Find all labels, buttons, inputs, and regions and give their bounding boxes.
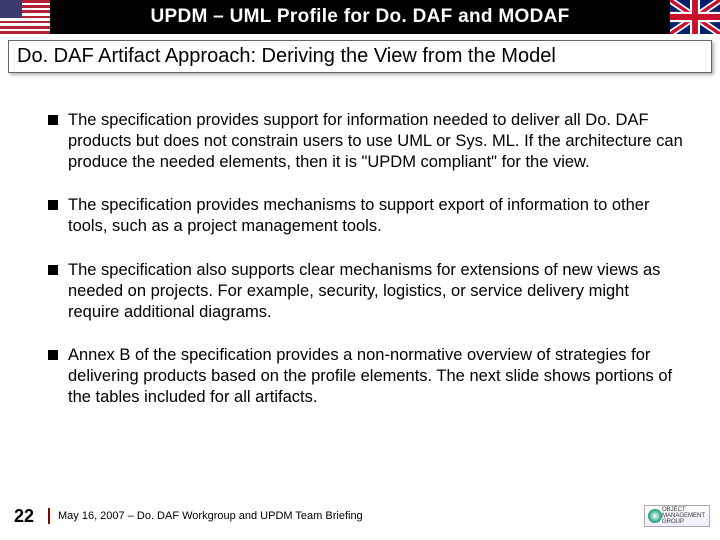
omg-logo-icon: OBJECTMANAGEMENTGROUP xyxy=(644,505,710,527)
bullet-text: The specification also supports clear me… xyxy=(68,260,684,323)
bullet-icon xyxy=(48,200,58,210)
list-item: The specification provides support for i… xyxy=(48,110,684,173)
footer-text: May 16, 2007 – Do. DAF Workgroup and UPD… xyxy=(58,510,644,522)
bullet-text: The specification provides mechanisms to… xyxy=(68,195,684,237)
us-flag-icon xyxy=(0,0,50,34)
bullet-icon xyxy=(48,115,58,125)
bullet-icon xyxy=(48,350,58,360)
header-bar: UPDM – UML Profile for Do. DAF and MODAF xyxy=(0,0,720,34)
list-item: The specification provides mechanisms to… xyxy=(48,195,684,237)
header-title: UPDM – UML Profile for Do. DAF and MODAF xyxy=(50,6,670,28)
bullet-text: The specification provides support for i… xyxy=(68,110,684,173)
slide: UPDM – UML Profile for Do. DAF and MODAF… xyxy=(0,0,720,540)
uk-flag-icon xyxy=(670,0,720,34)
bullet-text: Annex B of the specification provides a … xyxy=(68,345,684,408)
bullet-icon xyxy=(48,265,58,275)
subtitle-text: Do. DAF Artifact Approach: Deriving the … xyxy=(17,45,703,68)
list-item: Annex B of the specification provides a … xyxy=(48,345,684,408)
bullet-list: The specification provides support for i… xyxy=(48,110,684,430)
page-number: 22 xyxy=(0,506,48,527)
footer: 22 May 16, 2007 – Do. DAF Workgroup and … xyxy=(0,502,720,530)
footer-separator xyxy=(48,508,50,524)
subtitle-box: Do. DAF Artifact Approach: Deriving the … xyxy=(8,40,712,73)
list-item: The specification also supports clear me… xyxy=(48,260,684,323)
